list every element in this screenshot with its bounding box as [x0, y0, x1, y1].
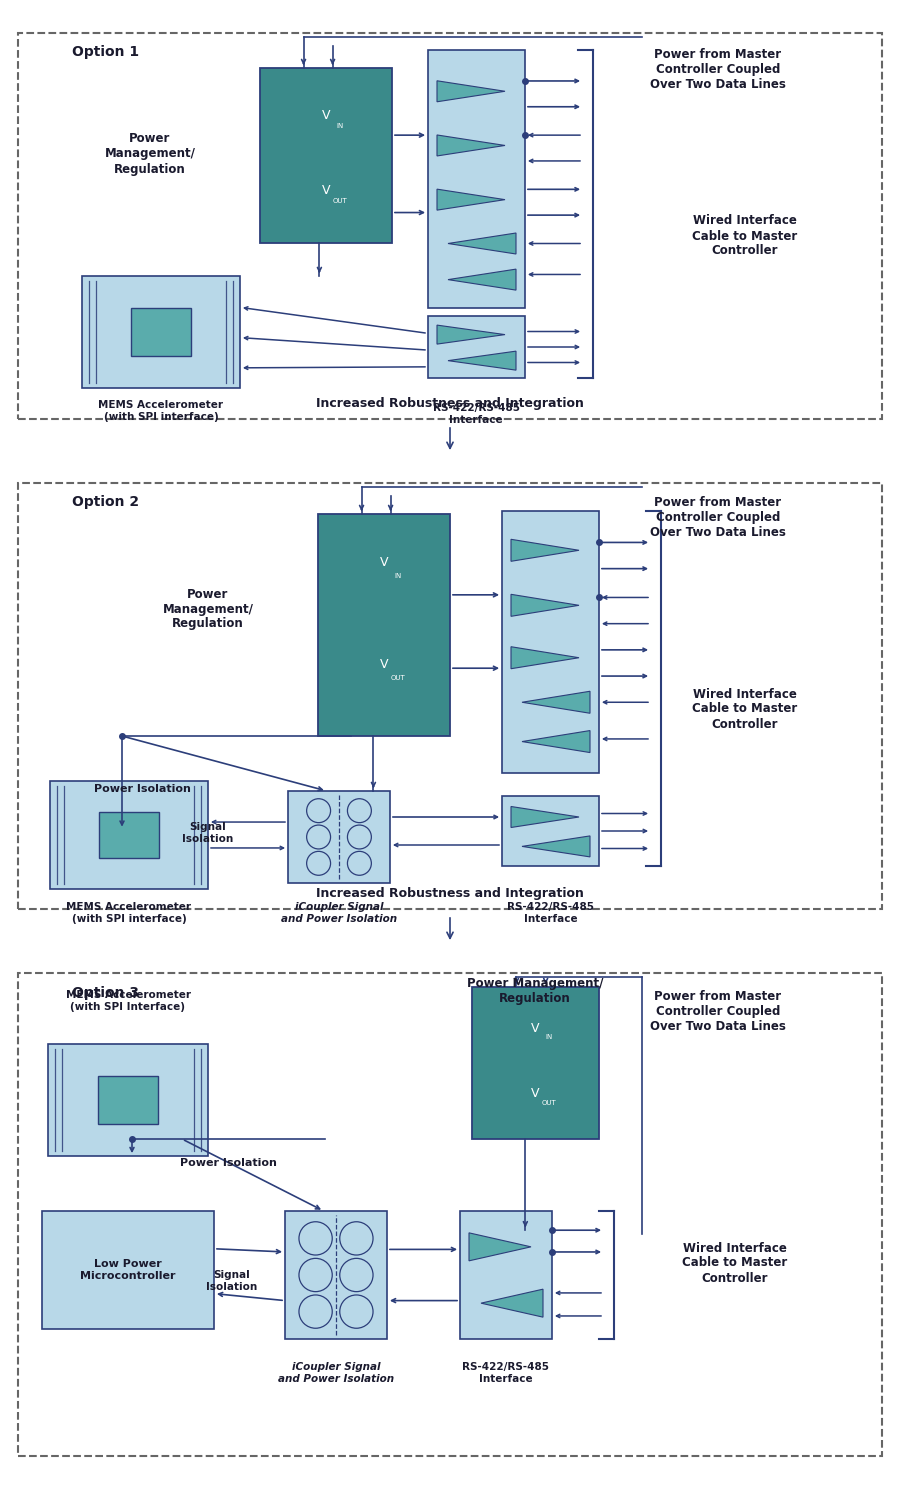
Text: IN: IN	[337, 122, 344, 128]
Bar	[131, 309, 191, 355]
Text: Wired Interface
Cable to Master
Controller: Wired Interface Cable to Master Controll…	[692, 687, 797, 731]
Polygon shape	[437, 136, 505, 157]
Polygon shape	[448, 268, 516, 291]
Bar	[428, 51, 525, 309]
Text: Power from Master
Controller Coupled
Over Two Data Lines: Power from Master Controller Coupled Ove…	[650, 990, 786, 1032]
Text: Option 3: Option 3	[72, 986, 139, 1000]
Text: V: V	[380, 556, 388, 570]
Bar	[472, 987, 599, 1139]
Polygon shape	[511, 540, 579, 561]
Text: Wired Interface
Cable to Master
Controller: Wired Interface Cable to Master Controll…	[692, 215, 797, 258]
Text: OUT: OUT	[333, 198, 347, 204]
Text: Increased Robustness and Integration: Increased Robustness and Integration	[316, 887, 584, 899]
Text: Signal
Isolation: Signal Isolation	[183, 822, 234, 844]
Text: Option 1: Option 1	[72, 45, 140, 60]
Text: V: V	[322, 109, 330, 122]
Bar	[288, 792, 390, 883]
Text: Power Management/
Regulation: Power Management/ Regulation	[467, 977, 603, 1005]
Bar	[97, 1077, 158, 1124]
Text: MEMS Accelerometer
(with SPI interface): MEMS Accelerometer (with SPI interface)	[98, 400, 223, 422]
Text: V: V	[322, 183, 330, 197]
Text: MEMS Accelerometer
(with SPI Interface): MEMS Accelerometer (with SPI Interface)	[66, 990, 191, 1012]
Bar	[260, 69, 392, 243]
Bar	[460, 1211, 552, 1339]
Bar	[428, 316, 525, 379]
Text: Power from Master
Controller Coupled
Over Two Data Lines: Power from Master Controller Coupled Ove…	[650, 495, 786, 538]
Text: RS-422/RS-485
Interface: RS-422/RS-485 Interface	[508, 902, 595, 924]
Text: RS-422/RS-485
Interface: RS-422/RS-485 Interface	[463, 1363, 550, 1384]
Bar	[82, 276, 240, 388]
Bar	[502, 796, 599, 866]
Bar	[42, 1211, 214, 1328]
Text: Power
Management/
Regulation: Power Management/ Regulation	[163, 587, 254, 631]
Text: MEMS Accelerometer
(with SPI interface): MEMS Accelerometer (with SPI interface)	[67, 902, 192, 924]
Text: Option 2: Option 2	[72, 495, 140, 508]
Text: V: V	[531, 1021, 540, 1035]
Polygon shape	[481, 1290, 543, 1317]
Text: Power
Management/
Regulation: Power Management/ Regulation	[104, 133, 195, 176]
Bar	[285, 1211, 387, 1339]
Bar	[99, 813, 159, 857]
Text: Power Isolation: Power Isolation	[180, 1159, 276, 1167]
Polygon shape	[511, 595, 579, 616]
Text: OUT: OUT	[542, 1099, 557, 1105]
Polygon shape	[469, 1233, 531, 1261]
Text: IN: IN	[394, 573, 401, 579]
Bar	[18, 483, 882, 910]
Text: Increased Robustness and Integration: Increased Robustness and Integration	[316, 397, 584, 410]
Text: Low Power
Microcontroller: Low Power Microcontroller	[80, 1260, 176, 1281]
Text: Wired Interface
Cable to Master
Controller: Wired Interface Cable to Master Controll…	[682, 1242, 788, 1285]
Text: V: V	[380, 659, 388, 671]
Polygon shape	[437, 189, 505, 210]
Polygon shape	[437, 325, 505, 344]
Bar	[502, 511, 599, 772]
Bar	[50, 781, 208, 889]
Text: iCoupler Signal
and Power Isolation: iCoupler Signal and Power Isolation	[278, 1363, 394, 1384]
Polygon shape	[522, 692, 590, 713]
Bar	[18, 33, 882, 419]
Polygon shape	[448, 233, 516, 253]
Polygon shape	[511, 807, 579, 828]
Polygon shape	[511, 647, 579, 669]
Polygon shape	[522, 731, 590, 753]
Text: V: V	[531, 1087, 540, 1100]
Polygon shape	[437, 81, 505, 101]
Text: Signal
Isolation: Signal Isolation	[206, 1270, 257, 1291]
Bar	[318, 514, 450, 737]
Bar	[18, 974, 882, 1457]
Text: IN: IN	[546, 1035, 554, 1041]
Bar	[48, 1044, 208, 1156]
Text: OUT: OUT	[391, 675, 405, 681]
Polygon shape	[448, 352, 516, 370]
Text: RS-422/RS-485
Interface: RS-422/RS-485 Interface	[433, 403, 519, 425]
Polygon shape	[522, 836, 590, 857]
Text: Power from Master
Controller Coupled
Over Two Data Lines: Power from Master Controller Coupled Ove…	[650, 48, 786, 91]
Text: iCoupler Signal
and Power Isolation: iCoupler Signal and Power Isolation	[281, 902, 397, 924]
Text: Power Isolation: Power Isolation	[94, 784, 191, 795]
